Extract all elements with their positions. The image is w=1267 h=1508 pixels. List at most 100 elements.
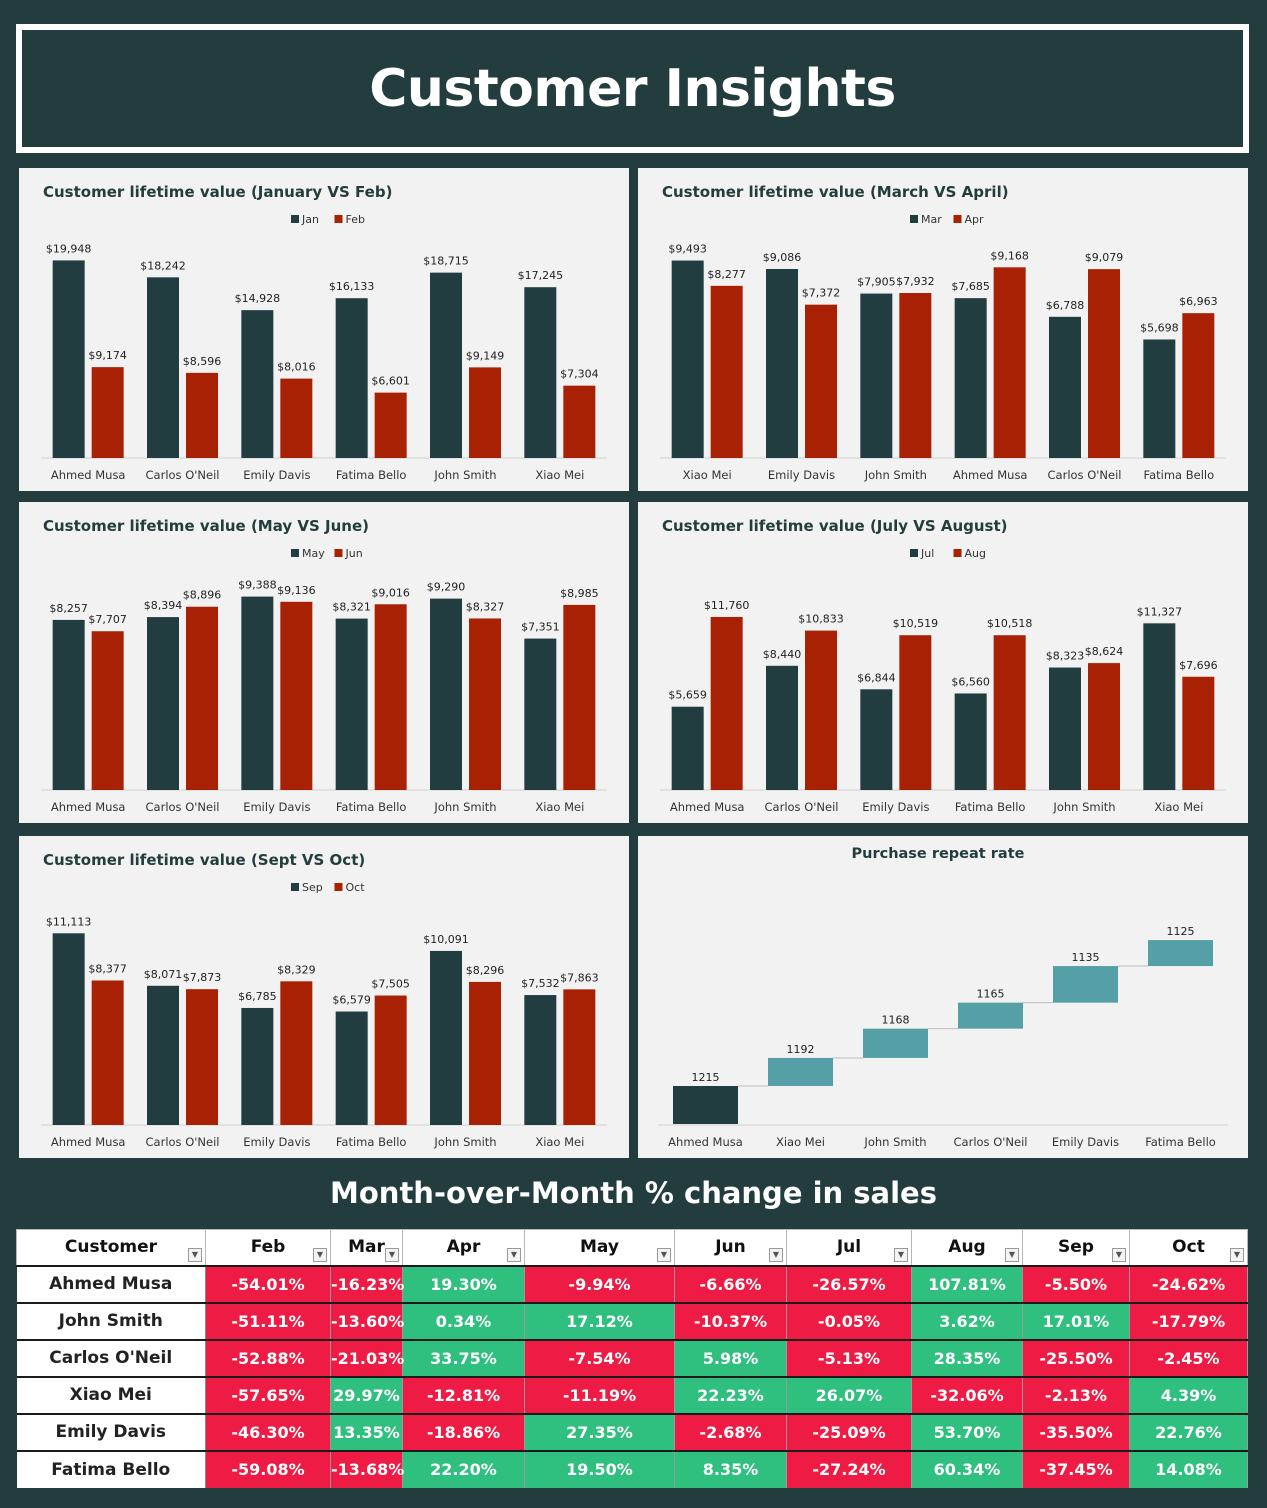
waterfall-bar-fatima-bello[interactable] (1148, 940, 1213, 967)
pct-change-cell[interactable]: 29.97% (330, 1375, 403, 1414)
column-header-mar[interactable]: Mar ▼ (330, 1229, 403, 1266)
customer-name-cell[interactable]: John Smith (16, 1301, 206, 1340)
pct-change-cell[interactable]: -9.94% (524, 1264, 675, 1303)
bar-sep-fatima-bello[interactable] (335, 1011, 368, 1125)
pct-change-cell[interactable]: -52.88% (205, 1338, 331, 1377)
bar-jun-carlos-o-neil[interactable] (186, 606, 218, 790)
pct-change-cell[interactable]: -21.03% (330, 1338, 404, 1377)
pct-change-cell[interactable]: 8.35% (674, 1449, 787, 1488)
filter-dropdown-icon[interactable]: ▼ (1005, 1247, 1019, 1262)
filter-dropdown-icon[interactable]: ▼ (507, 1247, 521, 1262)
bar-oct-emily-davis[interactable] (280, 981, 313, 1125)
bar-apr-emily-davis[interactable] (805, 304, 837, 458)
pct-change-cell[interactable]: -0.05% (786, 1301, 912, 1340)
pct-change-cell[interactable]: -59.08% (205, 1449, 331, 1488)
pct-change-cell[interactable]: 26.07% (786, 1375, 912, 1414)
bar-jan-xiao-mei[interactable] (524, 287, 557, 458)
pct-change-cell[interactable]: 14.08% (1129, 1449, 1248, 1488)
bar-jun-fatima-bello[interactable] (374, 604, 407, 790)
pct-change-cell[interactable]: -25.50% (1022, 1338, 1130, 1377)
filter-dropdown-icon[interactable]: ▼ (769, 1247, 783, 1262)
pct-change-cell[interactable]: -32.06% (911, 1375, 1023, 1414)
bar-jun-emily-davis[interactable] (280, 601, 313, 790)
pct-change-cell[interactable]: 17.01% (1022, 1301, 1130, 1340)
pct-change-cell[interactable]: -46.30% (205, 1412, 331, 1451)
pct-change-cell[interactable]: 19.50% (524, 1449, 675, 1488)
pct-change-cell[interactable]: -6.66% (674, 1264, 787, 1303)
filter-dropdown-icon[interactable]: ▼ (1112, 1247, 1126, 1262)
bar-may-john-smith[interactable] (430, 598, 462, 790)
pct-change-cell[interactable]: -10.37% (674, 1301, 787, 1340)
bar-oct-john-smith[interactable] (469, 981, 501, 1125)
pct-change-cell[interactable]: 22.20% (402, 1449, 525, 1488)
bar-mar-carlos-o-neil[interactable] (1049, 316, 1081, 458)
bar-jul-john-smith[interactable] (1049, 667, 1081, 790)
bar-jan-john-smith[interactable] (430, 272, 462, 458)
column-header-jul[interactable]: Jul ▼ (786, 1229, 912, 1266)
waterfall-bar-john-smith[interactable] (863, 1028, 928, 1058)
pct-change-cell[interactable]: 27.35% (524, 1412, 675, 1451)
pct-change-cell[interactable]: -37.45% (1022, 1449, 1130, 1488)
bar-sep-emily-davis[interactable] (241, 1007, 274, 1125)
bar-aug-carlos-o-neil[interactable] (805, 630, 837, 790)
bar-aug-ahmed-musa[interactable] (710, 616, 743, 790)
column-header-customer[interactable]: Customer ▼ (16, 1229, 206, 1266)
filter-dropdown-icon[interactable]: ▼ (657, 1247, 671, 1262)
column-header-may[interactable]: May ▼ (524, 1229, 675, 1266)
pct-change-cell[interactable]: 22.23% (674, 1375, 787, 1414)
pct-change-cell[interactable]: -2.13% (1022, 1375, 1130, 1414)
bar-may-carlos-o-neil[interactable] (147, 617, 179, 790)
bar-aug-fatima-bello[interactable] (993, 635, 1026, 790)
bar-mar-ahmed-musa[interactable] (954, 298, 987, 458)
bar-aug-emily-davis[interactable] (899, 635, 932, 790)
bar-aug-xiao-mei[interactable] (1182, 676, 1215, 790)
pct-change-cell[interactable]: -24.62% (1129, 1264, 1248, 1303)
pct-change-cell[interactable]: -35.50% (1022, 1412, 1130, 1451)
pct-change-cell[interactable]: -51.11% (205, 1301, 331, 1340)
bar-apr-carlos-o-neil[interactable] (1088, 269, 1120, 458)
pct-change-cell[interactable]: 5.98% (674, 1338, 787, 1377)
column-header-feb[interactable]: Feb ▼ (205, 1229, 331, 1266)
chart-sep-oct[interactable]: Customer lifetime value (Sept VS Oct) Sep… (19, 836, 629, 1158)
pct-change-cell[interactable]: -54.01% (205, 1264, 331, 1303)
pct-change-cell[interactable]: -2.68% (674, 1412, 787, 1451)
bar-feb-carlos-o-neil[interactable] (186, 372, 218, 458)
bar-mar-emily-davis[interactable] (766, 269, 798, 458)
filter-dropdown-icon[interactable]: ▼ (385, 1247, 399, 1262)
bar-jul-fatima-bello[interactable] (954, 693, 987, 790)
pct-change-cell[interactable]: 33.75% (402, 1338, 525, 1377)
bar-jul-xiao-mei[interactable] (1143, 623, 1176, 790)
pct-change-cell[interactable]: -26.57% (786, 1264, 912, 1303)
pct-change-cell[interactable]: 107.81% (911, 1264, 1023, 1303)
customer-name-cell[interactable]: Fatima Bello (16, 1449, 206, 1488)
pct-change-cell[interactable]: -11.19% (524, 1375, 675, 1414)
pct-change-cell[interactable]: 19.30% (402, 1264, 525, 1303)
bar-oct-fatima-bello[interactable] (374, 995, 407, 1125)
bar-sep-carlos-o-neil[interactable] (147, 985, 179, 1125)
bar-sep-john-smith[interactable] (430, 950, 462, 1125)
pct-change-cell[interactable]: -5.50% (1022, 1264, 1130, 1303)
bar-oct-xiao-mei[interactable] (563, 989, 596, 1125)
pct-change-cell[interactable]: 0.34% (402, 1301, 525, 1340)
customer-name-cell[interactable]: Ahmed Musa (16, 1264, 206, 1303)
waterfall-bar-ahmed-musa[interactable] (673, 1086, 738, 1124)
bar-jan-emily-davis[interactable] (241, 310, 274, 458)
bar-jul-emily-davis[interactable] (860, 689, 893, 790)
customer-name-cell[interactable]: Carlos O'Neil (16, 1338, 206, 1377)
chart-mar-apr[interactable]: Customer lifetime value (March VS April)… (638, 168, 1248, 491)
waterfall-bar-carlos-o-neil[interactable] (958, 1002, 1023, 1029)
bar-jan-fatima-bello[interactable] (335, 298, 368, 458)
pct-change-cell[interactable]: -5.13% (786, 1338, 912, 1377)
filter-dropdown-icon[interactable]: ▼ (313, 1247, 327, 1262)
bar-jan-ahmed-musa[interactable] (52, 260, 85, 458)
filter-dropdown-icon[interactable]: ▼ (1230, 1247, 1244, 1262)
bar-mar-fatima-bello[interactable] (1143, 339, 1176, 458)
bar-feb-john-smith[interactable] (469, 367, 501, 458)
waterfall-bar-emily-davis[interactable] (1053, 966, 1118, 1003)
pct-change-cell[interactable]: 22.76% (1129, 1412, 1248, 1451)
pct-change-cell[interactable]: 3.62% (911, 1301, 1023, 1340)
pct-change-cell[interactable]: -25.09% (786, 1412, 912, 1451)
pct-change-cell[interactable]: -2.45% (1129, 1338, 1248, 1377)
pct-change-cell[interactable]: -13.68% (330, 1449, 404, 1488)
bar-apr-john-smith[interactable] (899, 293, 932, 458)
